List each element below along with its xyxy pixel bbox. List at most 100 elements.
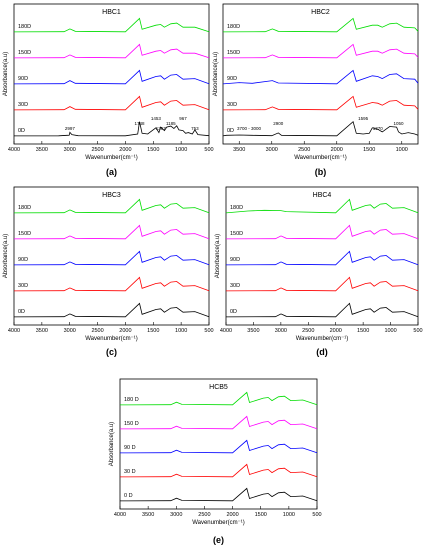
series-label: 150D [18,231,31,237]
plot-frame [225,186,419,326]
series-label: 90D [227,76,237,82]
x-tick-label: 3500 [36,328,48,334]
x-tick-label: 1000 [175,147,187,153]
x-axis-label: Wavenumber(cm⁻¹) [192,520,245,526]
series-line [225,224,419,240]
y-axis-label: Absorbance(a.u) [3,52,9,96]
series-line [222,69,419,85]
series-line [119,487,318,502]
x-tick-label: 3500 [233,147,245,153]
x-tick-label: 2000 [331,147,343,153]
x-tick-label: 1000 [283,512,295,518]
series-line [225,198,419,214]
peak-annotation: 1748 [134,121,145,126]
peak-annotation: 1453 [151,116,162,121]
series-line [13,250,210,266]
series-label: 0D [18,128,25,134]
plot-frame [222,3,419,145]
x-tick-label: 1000 [175,328,187,334]
series-label: 180 D [124,397,139,403]
x-tick-label: 3500 [247,328,259,334]
x-axis-label: Wavenumber(cm⁻¹) [85,155,138,161]
peak-annotation: 2900 [273,121,284,126]
series-label: 150 D [124,421,139,427]
series-label: 150D [18,50,31,56]
series-line [222,17,419,33]
y-axis-label: Absorbance(a.u) [213,52,219,96]
x-axis-label: Wavenumber(cm⁻¹) [296,336,349,342]
x-tick-label: 1500 [147,147,159,153]
x-tick-label: 1000 [384,328,396,334]
peak-annotation: 1185 [166,121,176,126]
x-tick-label: 2000 [226,512,238,518]
x-tick-label: 1500 [363,147,375,153]
peak-annotation: 2997 [65,126,76,131]
x-tick-label: 4000 [220,328,232,334]
plot-frame [13,186,210,326]
x-tick-label: 3000 [275,328,287,334]
x-tick-label: 4000 [8,328,20,334]
series-label: 30D [230,283,240,289]
series-line [222,95,419,111]
x-axis-label: Wavenumber(cm⁻¹) [85,336,138,342]
x-tick-label: 1000 [396,147,408,153]
panel-title: HBC2 [311,9,330,16]
x-tick-label: 1500 [147,328,159,334]
series-label: 30D [227,102,237,108]
series-line [13,69,210,85]
x-tick-label: 2000 [119,328,131,334]
series-label: 30D [18,102,28,108]
peak-annotation: 967 [179,116,187,121]
series-line [119,391,318,406]
x-tick-label: 500 [204,328,213,334]
series-label: 150D [227,50,240,56]
series-line [222,43,419,59]
x-tick-label: 4000 [8,147,20,153]
series-line [13,95,210,111]
x-tick-label: 2500 [302,328,314,334]
plot-frame [119,378,318,510]
series-label: 150D [230,231,243,237]
series-line [225,302,419,318]
series-line [13,224,210,240]
x-tick-label: 2000 [330,328,342,334]
panel-title: HCB5 [209,384,228,391]
x-tick-label: 3000 [266,147,278,153]
series-label: 180D [227,24,240,30]
x-tick-label: 3500 [142,512,154,518]
series-line [119,439,318,454]
series-label: 0D [18,309,25,315]
series-label: 0D [227,128,234,134]
series-label: 90D [18,76,28,82]
peak-annotation: 3700 - 3000 [237,126,262,131]
x-tick-label: 3500 [36,147,48,153]
series-label: 0D [230,309,237,315]
series-label: 30D [18,283,28,289]
x-tick-label: 3000 [64,328,76,334]
x-tick-label: 2500 [298,147,310,153]
series-line [13,17,210,33]
x-tick-label: 2000 [119,147,131,153]
series-line [13,198,210,214]
panel-label: (c) [106,347,117,357]
series-label: 0 D [124,493,133,499]
panel-label: (b) [315,167,327,177]
x-tick-label: 1500 [255,512,267,518]
plot-frame [13,3,210,145]
series-line [225,276,419,292]
panel-title: HBC4 [313,192,332,199]
y-axis-label: Absorbance(a.u) [109,422,115,466]
x-tick-label: 500 [204,147,213,153]
y-axis-label: Absorbance(a.u) [215,234,221,278]
series-line [119,415,318,430]
x-tick-label: 3000 [64,147,76,153]
x-tick-label: 2500 [91,147,103,153]
series-label: 180D [18,205,31,211]
panel-title: HBC3 [102,192,121,199]
series-label: 90D [230,257,240,263]
series-label: 30 D [124,469,136,475]
y-axis-label: Absorbance(a.u) [3,234,9,278]
series-line [13,302,210,318]
x-axis-label: Wavenumber(cm⁻¹) [294,155,347,161]
peak-annotation: 1370 [373,126,384,131]
